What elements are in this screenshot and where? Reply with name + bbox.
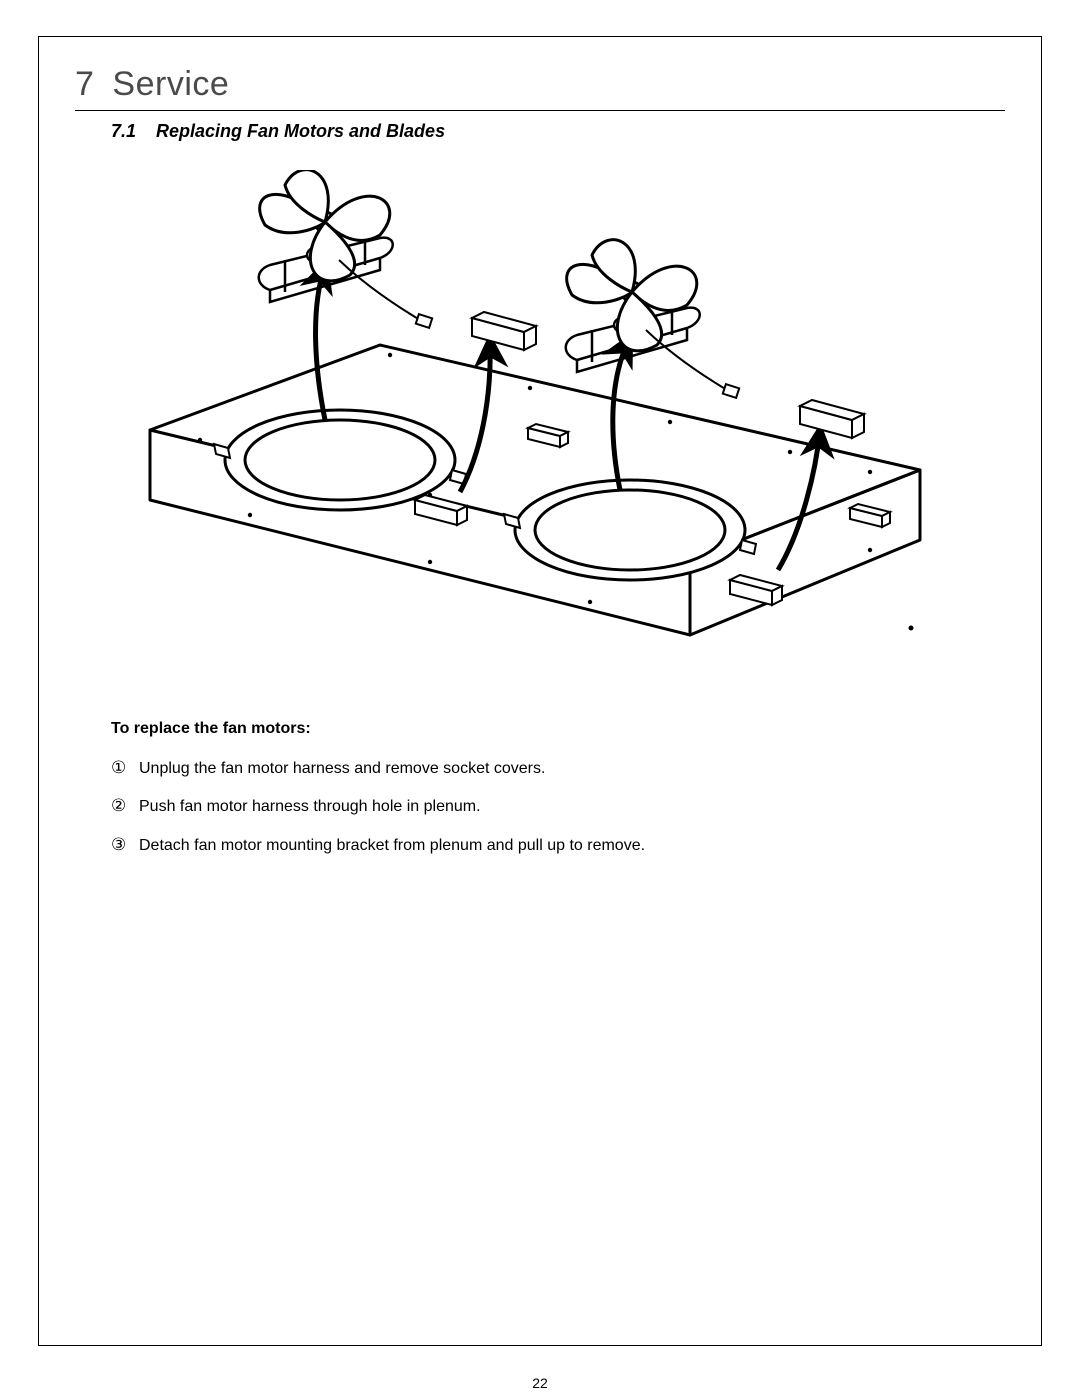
- chapter-title: Service: [112, 65, 229, 103]
- section-number: 7.1: [111, 121, 136, 141]
- step-2: ② Push fan motor harness through hole in…: [111, 794, 969, 818]
- section-title: Replacing Fan Motors and Blades: [156, 121, 445, 141]
- fan-replacement-diagram: [130, 170, 950, 690]
- heading-rule: [75, 110, 1005, 111]
- chapter-heading: 7 Service: [75, 65, 1005, 104]
- step-1: ① Unplug the fan motor harness and remov…: [111, 756, 969, 780]
- instructions-title: To replace the fan motors:: [111, 720, 969, 738]
- step-text: Detach fan motor mounting bracket from p…: [139, 835, 645, 857]
- page-number: 22: [0, 1375, 1080, 1391]
- chapter-number: 7: [75, 65, 94, 103]
- step-text: Unplug the fan motor harness and remove …: [139, 758, 545, 780]
- step-marker: ②: [111, 794, 139, 818]
- figure: [75, 170, 1005, 690]
- instructions: To replace the fan motors: ① Unplug the …: [111, 720, 969, 857]
- step-marker: ①: [111, 756, 139, 780]
- step-text: Push fan motor harness through hole in p…: [139, 796, 481, 818]
- step-marker: ③: [111, 833, 139, 857]
- section-heading: 7.1 Replacing Fan Motors and Blades: [111, 121, 1005, 142]
- step-3: ③ Detach fan motor mounting bracket from…: [111, 833, 969, 857]
